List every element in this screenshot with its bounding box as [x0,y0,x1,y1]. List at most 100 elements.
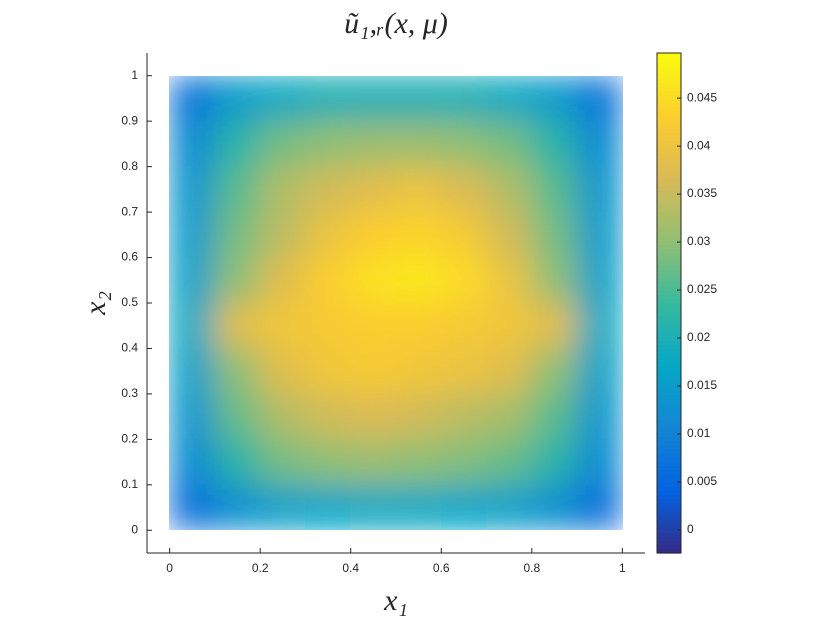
colorbar-step [657,494,681,500]
colorbar-tick-label: 0.04 [687,138,711,152]
heatmap-cell [169,166,216,213]
heatmap-cell [169,76,216,122]
heatmap-cell [440,438,488,486]
colorbar-step [657,319,681,325]
heatmap-cell [350,393,397,440]
heatmap-cell [304,484,352,530]
colorbar-step [657,207,681,212]
heatmap-cell [440,257,488,304]
colorbar-step [657,507,681,512]
heatmap-cell [576,302,623,349]
heatmap-cell [304,211,352,259]
heatmap-cell [576,484,623,530]
colorbar-step [657,232,681,237]
colorbar-step [657,353,681,358]
y-tick-label: 0.5 [121,295,138,309]
colorbar-step [657,536,681,542]
heatmap-cell [395,76,442,122]
heatmap-cell [350,347,397,395]
colorbar-step [657,86,681,92]
colorbar-step [657,503,681,508]
heatmap-cell [486,393,533,440]
y-tick-label: 0.7 [121,204,138,218]
colorbar-step [657,186,681,192]
colorbar-tick-label: 0.025 [687,282,717,296]
x-axis-label: x₁ [383,584,408,617]
colorbar-step [657,269,681,275]
y-axis-label: x₂ [79,291,112,316]
colorbar-step [657,340,681,346]
heatmap-cell [531,484,578,530]
colorbar-step [657,57,681,62]
colorbar-step [657,215,681,221]
colorbar-step [657,357,681,362]
colorbar-step [657,203,681,208]
heatmap-cell [350,257,397,304]
colorbar-step [657,144,681,150]
y-tick-label: 0.8 [121,159,138,173]
colorbar-step [657,123,681,129]
heatmap-cell [214,166,261,213]
colorbar-step [657,419,681,425]
colorbar-step [657,211,681,217]
colorbar-step [657,448,681,454]
colorbar-step [657,153,681,158]
colorbar-step [657,423,681,429]
heatmap-cell [395,347,442,395]
heatmap-cell [259,347,306,395]
heatmap-cell [214,302,261,349]
heatmap-cell [169,438,216,486]
colorbar-step [657,294,681,300]
y-tick-label: 0.6 [121,250,138,264]
heatmap-cell [486,166,533,213]
colorbar-step [657,61,681,67]
colorbar-step [657,469,681,475]
colorbar-step [657,415,681,421]
heatmap-cell [304,120,352,168]
colorbar-step [657,165,681,171]
heatmap-cell [576,120,623,168]
colorbar-step [657,103,681,108]
colorbar-step [657,498,681,504]
colorbar-step [657,528,681,533]
colorbar-step [657,511,681,517]
heatmap-cell [259,484,306,530]
colorbar-step [657,440,681,446]
heatmap-cell [576,76,623,122]
heatmap-cell [576,257,623,304]
colorbar-step [657,544,681,550]
colorbar-step [657,394,681,400]
colorbar-step [657,248,681,254]
colorbar-tick-label: 0 [687,522,694,536]
heatmap-cell [169,211,216,259]
colorbar-step [657,278,681,283]
x-tick-label: 1 [619,561,626,575]
colorbar-step [657,261,681,267]
heatmap-cell [214,257,261,304]
colorbar-step [657,219,681,225]
heatmap-cell [169,484,216,530]
colorbar-step [657,461,681,467]
colorbar-step [657,378,681,383]
colorbar-step [657,344,681,350]
y-tick-label: 0.3 [121,386,138,400]
heatmap-cell [531,393,578,440]
colorbar-step [657,178,681,183]
colorbar-tick-label: 0.005 [687,474,717,488]
heatmap-cell [576,438,623,486]
colorbar-step [657,361,681,367]
heatmap-cell [259,257,306,304]
colorbar-step [657,128,681,133]
heatmap-cell [350,120,397,168]
colorbar-step [657,369,681,375]
y-tick-label: 0.9 [121,113,138,127]
colorbar-step [657,323,681,329]
colorbar-step [657,411,681,417]
colorbar-step [657,523,681,529]
heatmap-cell [486,76,533,122]
heatmap-cell [350,211,397,259]
heatmap-cell [531,120,578,168]
heatmap-cell [486,257,533,304]
heatmap-cell [259,120,306,168]
